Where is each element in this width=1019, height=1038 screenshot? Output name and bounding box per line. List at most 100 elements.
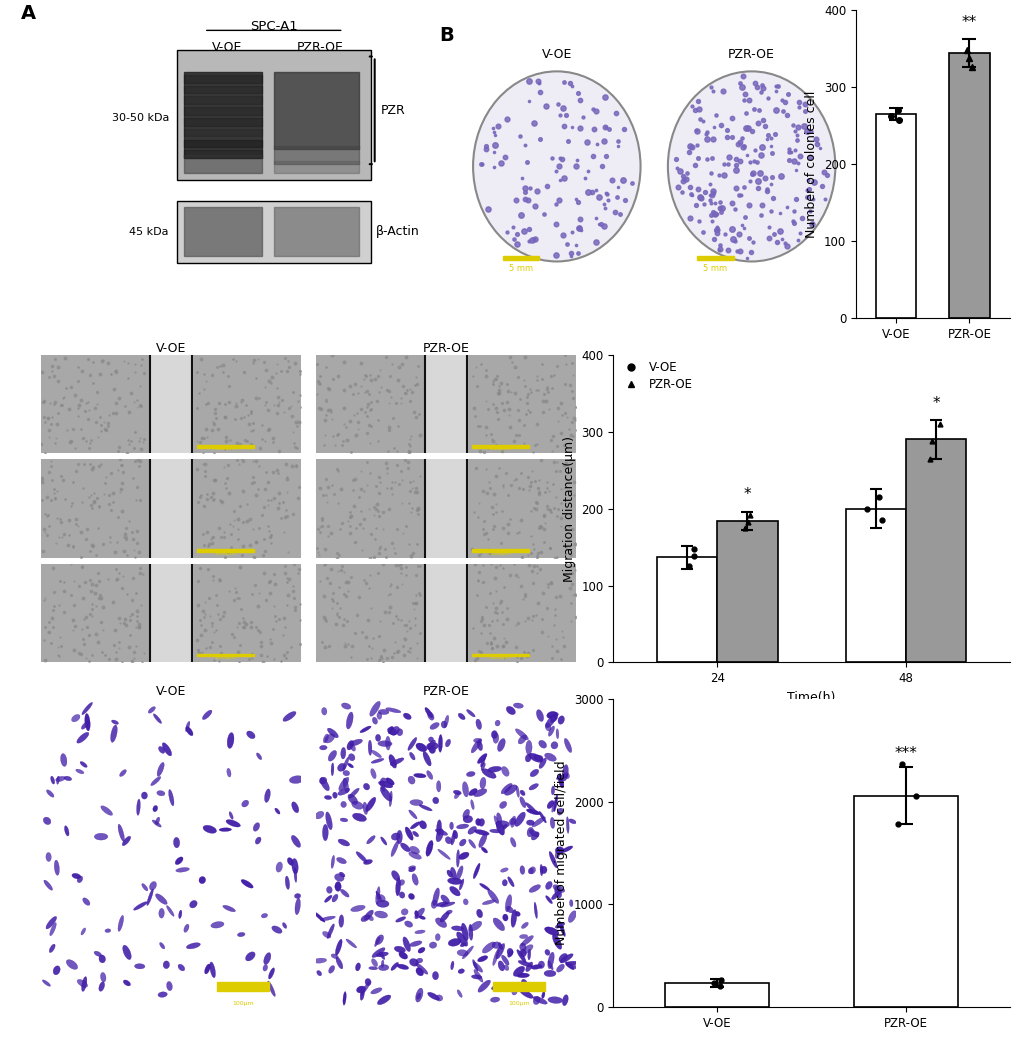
Ellipse shape [445, 910, 451, 914]
Ellipse shape [54, 861, 59, 875]
Ellipse shape [561, 994, 568, 1006]
Ellipse shape [285, 876, 289, 890]
Ellipse shape [105, 929, 111, 932]
Ellipse shape [534, 902, 537, 919]
Ellipse shape [94, 834, 108, 840]
Ellipse shape [545, 896, 552, 904]
Ellipse shape [459, 879, 464, 890]
Ellipse shape [500, 868, 507, 872]
Ellipse shape [331, 894, 337, 902]
Bar [467, 355, 576, 454]
Ellipse shape [370, 988, 382, 994]
Text: 200μm: 200μm [489, 551, 512, 556]
Ellipse shape [43, 980, 51, 986]
Ellipse shape [525, 962, 532, 972]
Ellipse shape [337, 788, 350, 795]
Ellipse shape [410, 799, 423, 805]
Ellipse shape [365, 797, 375, 812]
Ellipse shape [319, 745, 327, 750]
Ellipse shape [457, 989, 462, 998]
Ellipse shape [342, 991, 345, 1005]
Bar [467, 564, 576, 662]
Ellipse shape [426, 742, 438, 750]
Ellipse shape [517, 973, 529, 978]
Ellipse shape [554, 849, 559, 858]
Ellipse shape [491, 986, 499, 990]
Ellipse shape [503, 964, 508, 971]
Ellipse shape [328, 965, 334, 974]
Text: PZR: PZR [380, 104, 405, 117]
Ellipse shape [293, 868, 297, 882]
Ellipse shape [564, 738, 572, 753]
Ellipse shape [479, 883, 489, 891]
Ellipse shape [168, 790, 174, 805]
Ellipse shape [459, 852, 469, 859]
Ellipse shape [119, 769, 126, 776]
Ellipse shape [568, 910, 576, 923]
Ellipse shape [51, 776, 55, 784]
Ellipse shape [436, 902, 447, 906]
Ellipse shape [552, 884, 565, 893]
Ellipse shape [391, 871, 399, 881]
Ellipse shape [370, 768, 376, 778]
Text: B: B [439, 26, 453, 45]
Text: A: A [21, 4, 37, 23]
Bar [273, 208, 359, 256]
Ellipse shape [447, 878, 462, 884]
Ellipse shape [550, 741, 557, 749]
Ellipse shape [390, 841, 398, 856]
Ellipse shape [494, 720, 499, 726]
Ellipse shape [356, 851, 367, 863]
Ellipse shape [415, 988, 423, 1002]
Ellipse shape [554, 923, 565, 928]
Title: PZR-OE: PZR-OE [728, 48, 774, 61]
Ellipse shape [374, 911, 387, 918]
Ellipse shape [507, 951, 513, 957]
Ellipse shape [469, 921, 481, 931]
Ellipse shape [385, 708, 400, 713]
Ellipse shape [426, 770, 432, 780]
Ellipse shape [510, 838, 516, 847]
Ellipse shape [450, 831, 455, 845]
Ellipse shape [226, 768, 231, 777]
Ellipse shape [515, 812, 525, 826]
Ellipse shape [342, 778, 348, 793]
Ellipse shape [152, 820, 161, 827]
Ellipse shape [527, 827, 533, 837]
Ellipse shape [43, 817, 51, 824]
Ellipse shape [158, 746, 165, 754]
Ellipse shape [332, 792, 337, 798]
Ellipse shape [403, 713, 411, 719]
Ellipse shape [371, 750, 381, 758]
Ellipse shape [519, 944, 526, 951]
Ellipse shape [327, 924, 334, 938]
Ellipse shape [409, 852, 421, 859]
Ellipse shape [203, 825, 216, 834]
Ellipse shape [555, 774, 568, 780]
Ellipse shape [226, 820, 240, 827]
Ellipse shape [166, 981, 172, 990]
Ellipse shape [335, 957, 342, 968]
Ellipse shape [122, 946, 131, 959]
Ellipse shape [77, 876, 83, 882]
Ellipse shape [342, 770, 350, 775]
Ellipse shape [547, 996, 562, 1004]
Ellipse shape [477, 956, 487, 962]
Ellipse shape [82, 977, 87, 991]
Ellipse shape [255, 837, 261, 844]
Ellipse shape [338, 914, 343, 927]
Ellipse shape [327, 728, 338, 738]
Ellipse shape [561, 765, 568, 781]
Ellipse shape [291, 836, 301, 847]
Ellipse shape [452, 790, 461, 795]
Ellipse shape [529, 884, 540, 893]
Ellipse shape [352, 801, 363, 810]
Ellipse shape [437, 849, 450, 859]
Ellipse shape [315, 812, 324, 819]
Ellipse shape [376, 892, 381, 900]
Ellipse shape [515, 729, 528, 740]
Ellipse shape [539, 865, 542, 876]
Ellipse shape [521, 935, 533, 946]
Ellipse shape [423, 752, 431, 766]
Ellipse shape [163, 961, 169, 968]
